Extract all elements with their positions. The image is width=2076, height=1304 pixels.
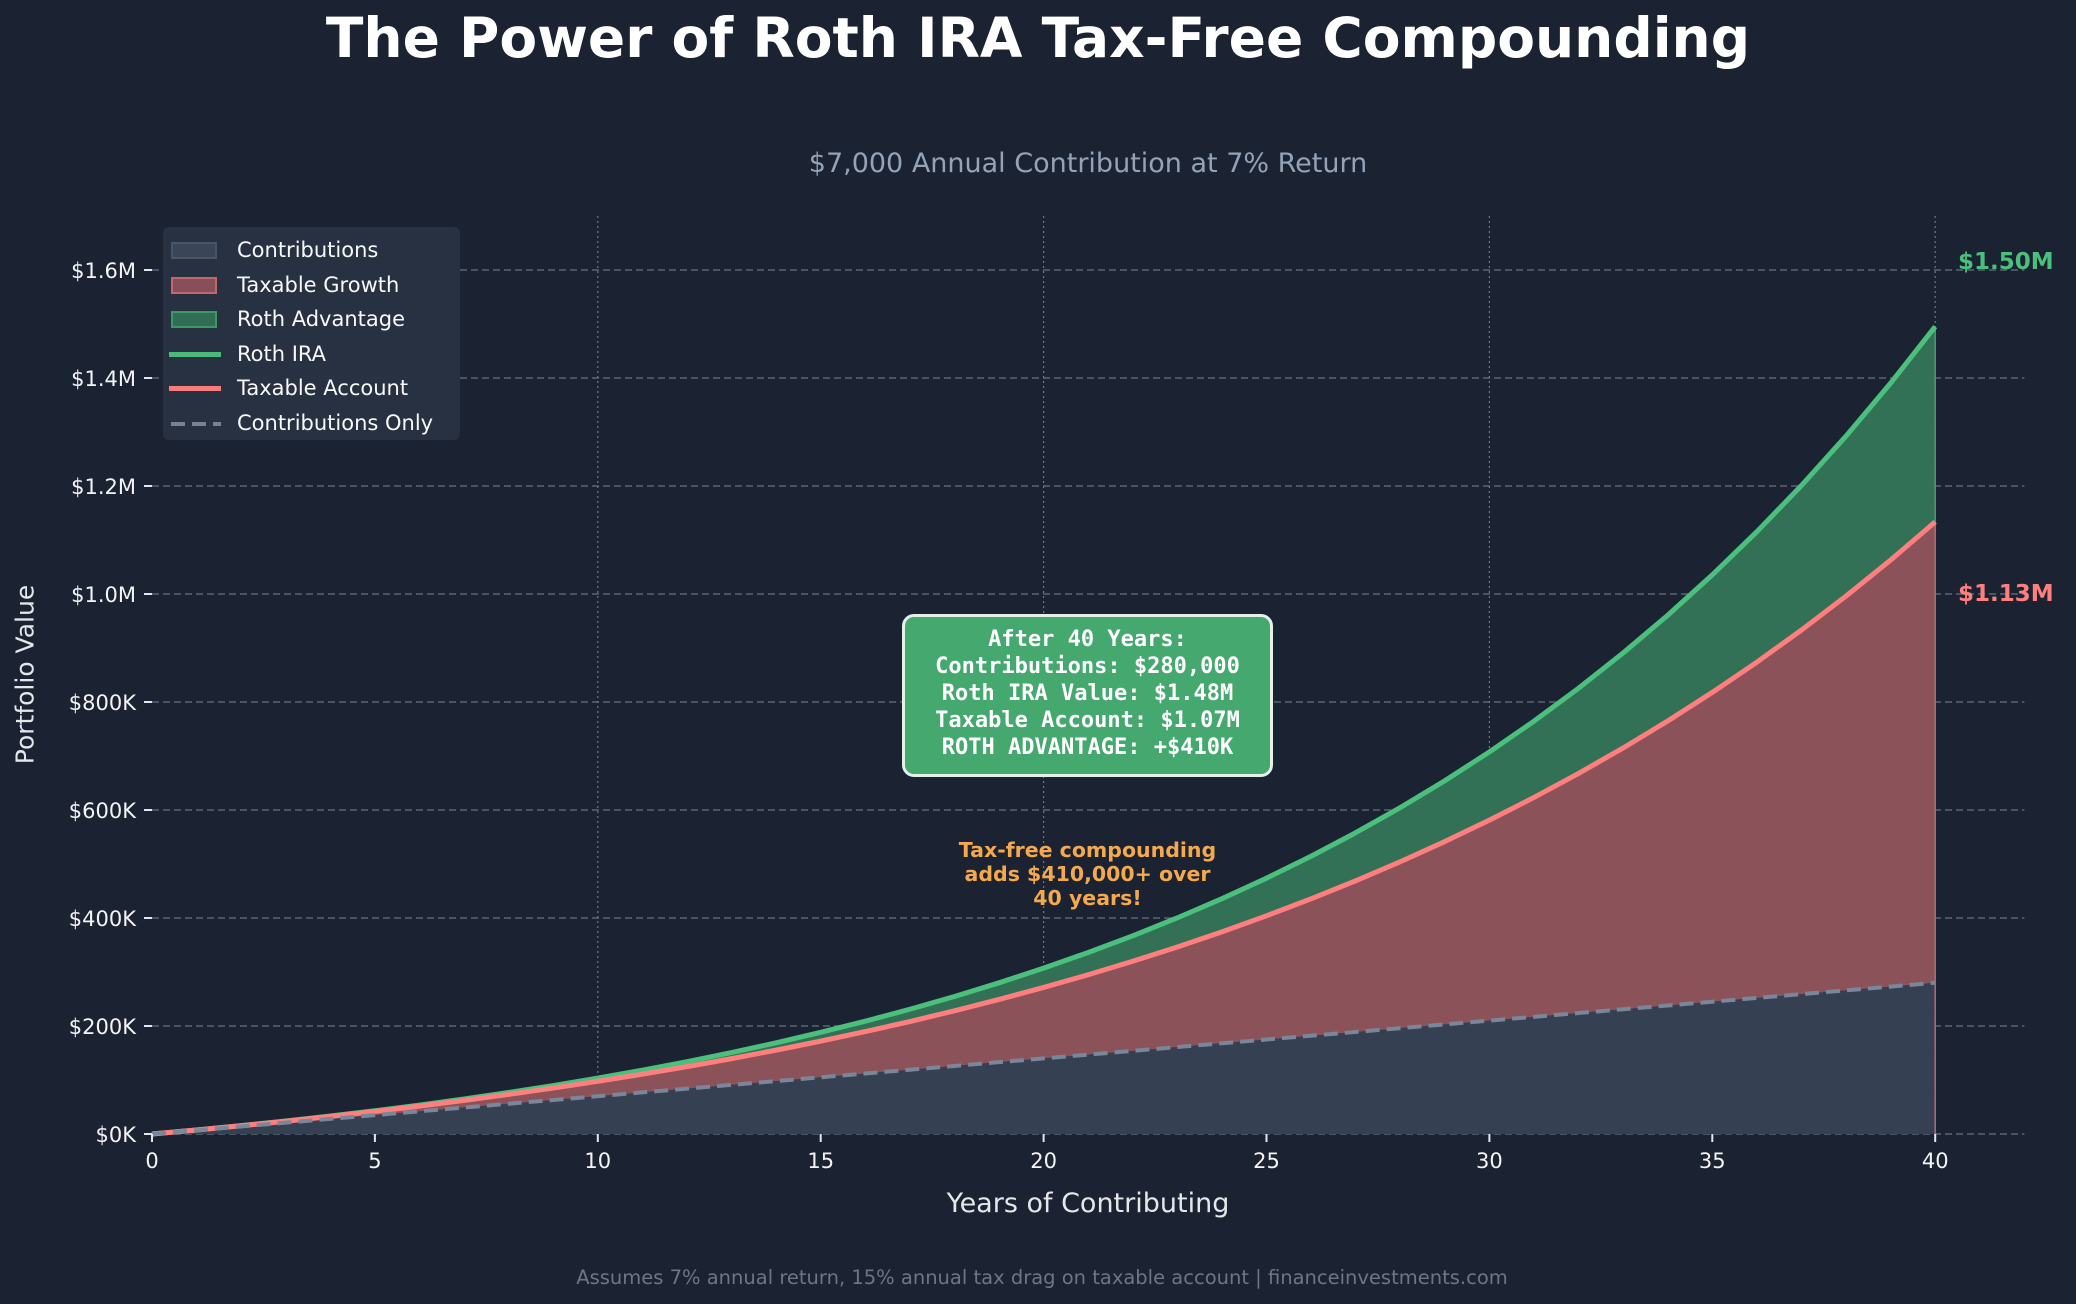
legend-dash-swatch bbox=[171, 421, 221, 426]
roth-end-label: $1.50M bbox=[1958, 249, 2054, 275]
legend-item: Roth IRA bbox=[163, 337, 460, 371]
legend-item: Contributions Only bbox=[163, 406, 460, 440]
legend-swatch bbox=[171, 242, 217, 259]
axes: 0 5 10 15 20 25 30 35 40 $0K $200K $400K $600K $800K $… bbox=[69, 259, 1949, 1173]
y-tick-label: $200K bbox=[69, 1015, 137, 1039]
legend-item: Taxable Account bbox=[163, 371, 460, 405]
y-axis-label: Portfolio Value bbox=[10, 584, 40, 765]
x-axis-label: Years of Contributing bbox=[946, 1188, 1230, 1219]
y-tick-label: $1.0M bbox=[71, 583, 136, 607]
x-tick-label: 40 bbox=[1922, 1149, 1949, 1173]
legend-swatch bbox=[171, 311, 217, 328]
y-tick-label: $800K bbox=[69, 691, 137, 715]
x-tick-label: 35 bbox=[1699, 1149, 1726, 1173]
footnote: Assumes 7% annual return, 15% annual tax… bbox=[576, 1266, 1508, 1289]
y-tick-label: $1.4M bbox=[71, 367, 136, 391]
legend-item: Contributions bbox=[163, 233, 460, 267]
chart-title: The Power of Roth IRA Tax-Free Compoundi… bbox=[325, 6, 1751, 70]
y-tick-label: $1.6M bbox=[71, 259, 136, 283]
legend-label: Taxable Growth bbox=[237, 272, 400, 297]
x-tick-label: 15 bbox=[807, 1149, 834, 1173]
legend: Contributions Taxable Growth Roth Advantag… bbox=[163, 227, 460, 440]
legend-label: Contributions bbox=[237, 238, 379, 262]
annotation-line: Contributions: $280,000 bbox=[935, 654, 1240, 679]
callout-line: adds $410,000+ over bbox=[964, 862, 1211, 886]
chart-subtitle: $7,000 Annual Contribution at 7% Return bbox=[808, 148, 1368, 179]
legend-line-swatch bbox=[169, 386, 221, 391]
callout-text: Tax-free compounding adds $410,000+ over… bbox=[900, 838, 1275, 910]
contributions-only-line bbox=[151, 980, 1936, 1136]
roth-advantage-area bbox=[152, 326, 1936, 1134]
legend-label: Roth IRA bbox=[237, 341, 327, 366]
x-tick-label: 30 bbox=[1476, 1149, 1503, 1173]
legend-label: Roth Advantage bbox=[237, 307, 405, 331]
y-tick-label: $600K bbox=[69, 799, 137, 823]
series-lines bbox=[151, 325, 1938, 1137]
legend-item: Taxable Growth bbox=[163, 268, 460, 302]
annotation-line: After 40 Years: bbox=[988, 627, 1187, 652]
legend-item: Roth Advantage bbox=[163, 302, 460, 336]
annotation-line: Taxable Account: $1.07M bbox=[935, 708, 1240, 733]
x-tick-label: 0 bbox=[145, 1149, 158, 1173]
taxable-growth-area bbox=[152, 521, 1936, 1134]
y-tick-label: $400K bbox=[69, 907, 137, 931]
y-tick-label: $0K bbox=[96, 1123, 138, 1147]
annotation-line: Roth IRA Value: $1.48M bbox=[941, 681, 1234, 706]
x-tick-label: 10 bbox=[584, 1149, 611, 1173]
legend-label: Contributions Only bbox=[237, 410, 434, 435]
callout-line: 40 years! bbox=[1033, 886, 1142, 910]
taxable-account-line bbox=[151, 519, 1937, 1137]
legend-swatch bbox=[171, 276, 217, 294]
taxable-end-label: $1.13M bbox=[1958, 581, 2054, 607]
x-tick-label: 20 bbox=[1030, 1149, 1057, 1173]
x-tick-label: 5 bbox=[368, 1149, 381, 1173]
summary-annotation-box: After 40 Years: Contributions: $280,000 … bbox=[902, 614, 1273, 777]
legend-label: Taxable Account bbox=[237, 376, 409, 400]
callout-line: Tax-free compounding bbox=[958, 838, 1217, 862]
y-tick-label: $1.2M bbox=[71, 475, 136, 499]
x-tick-label: 25 bbox=[1253, 1149, 1280, 1173]
annotation-line: ROTH ADVANTAGE: +$410K bbox=[941, 735, 1234, 760]
legend-line-swatch bbox=[169, 351, 221, 357]
